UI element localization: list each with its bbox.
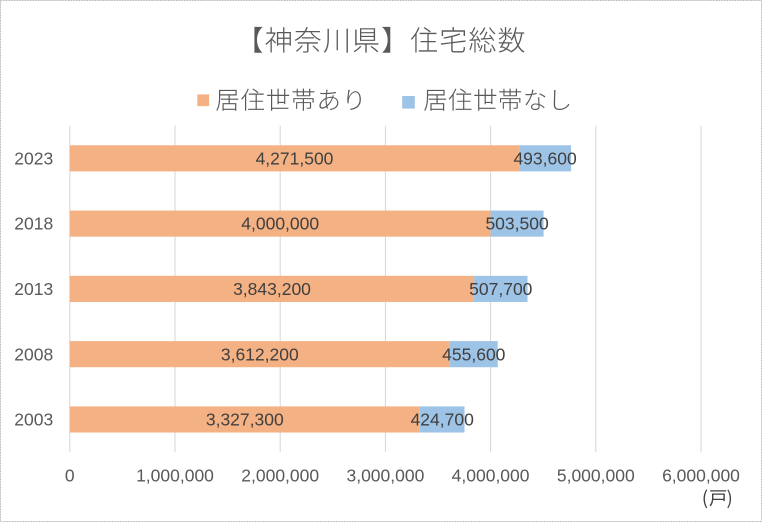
svg-text:424,700: 424,700	[411, 410, 475, 430]
svg-text:1,000,000: 1,000,000	[136, 466, 214, 486]
svg-text:4,000,000: 4,000,000	[452, 466, 530, 486]
svg-text:6,000,000: 6,000,000	[662, 466, 740, 486]
svg-text:2008: 2008	[14, 344, 53, 364]
svg-text:3,612,200: 3,612,200	[221, 344, 299, 364]
svg-text:2,000,000: 2,000,000	[241, 466, 319, 486]
svg-text:4,271,500: 4,271,500	[256, 148, 334, 168]
svg-text:2003: 2003	[14, 410, 53, 430]
svg-text:507,700: 507,700	[469, 279, 533, 299]
svg-text:0: 0	[65, 466, 75, 486]
svg-text:4,000,000: 4,000,000	[241, 214, 319, 234]
svg-text:493,600: 493,600	[513, 148, 577, 168]
svg-text:2023: 2023	[14, 148, 53, 168]
svg-text:5,000,000: 5,000,000	[557, 466, 635, 486]
svg-text:503,500: 503,500	[485, 214, 549, 234]
svg-text:3,843,200: 3,843,200	[233, 279, 311, 299]
svg-text:2018: 2018	[14, 214, 53, 234]
svg-text:2013: 2013	[14, 279, 53, 299]
svg-text:3,327,300: 3,327,300	[206, 410, 284, 430]
svg-text:455,600: 455,600	[442, 344, 506, 364]
svg-text:3,000,000: 3,000,000	[346, 466, 424, 486]
